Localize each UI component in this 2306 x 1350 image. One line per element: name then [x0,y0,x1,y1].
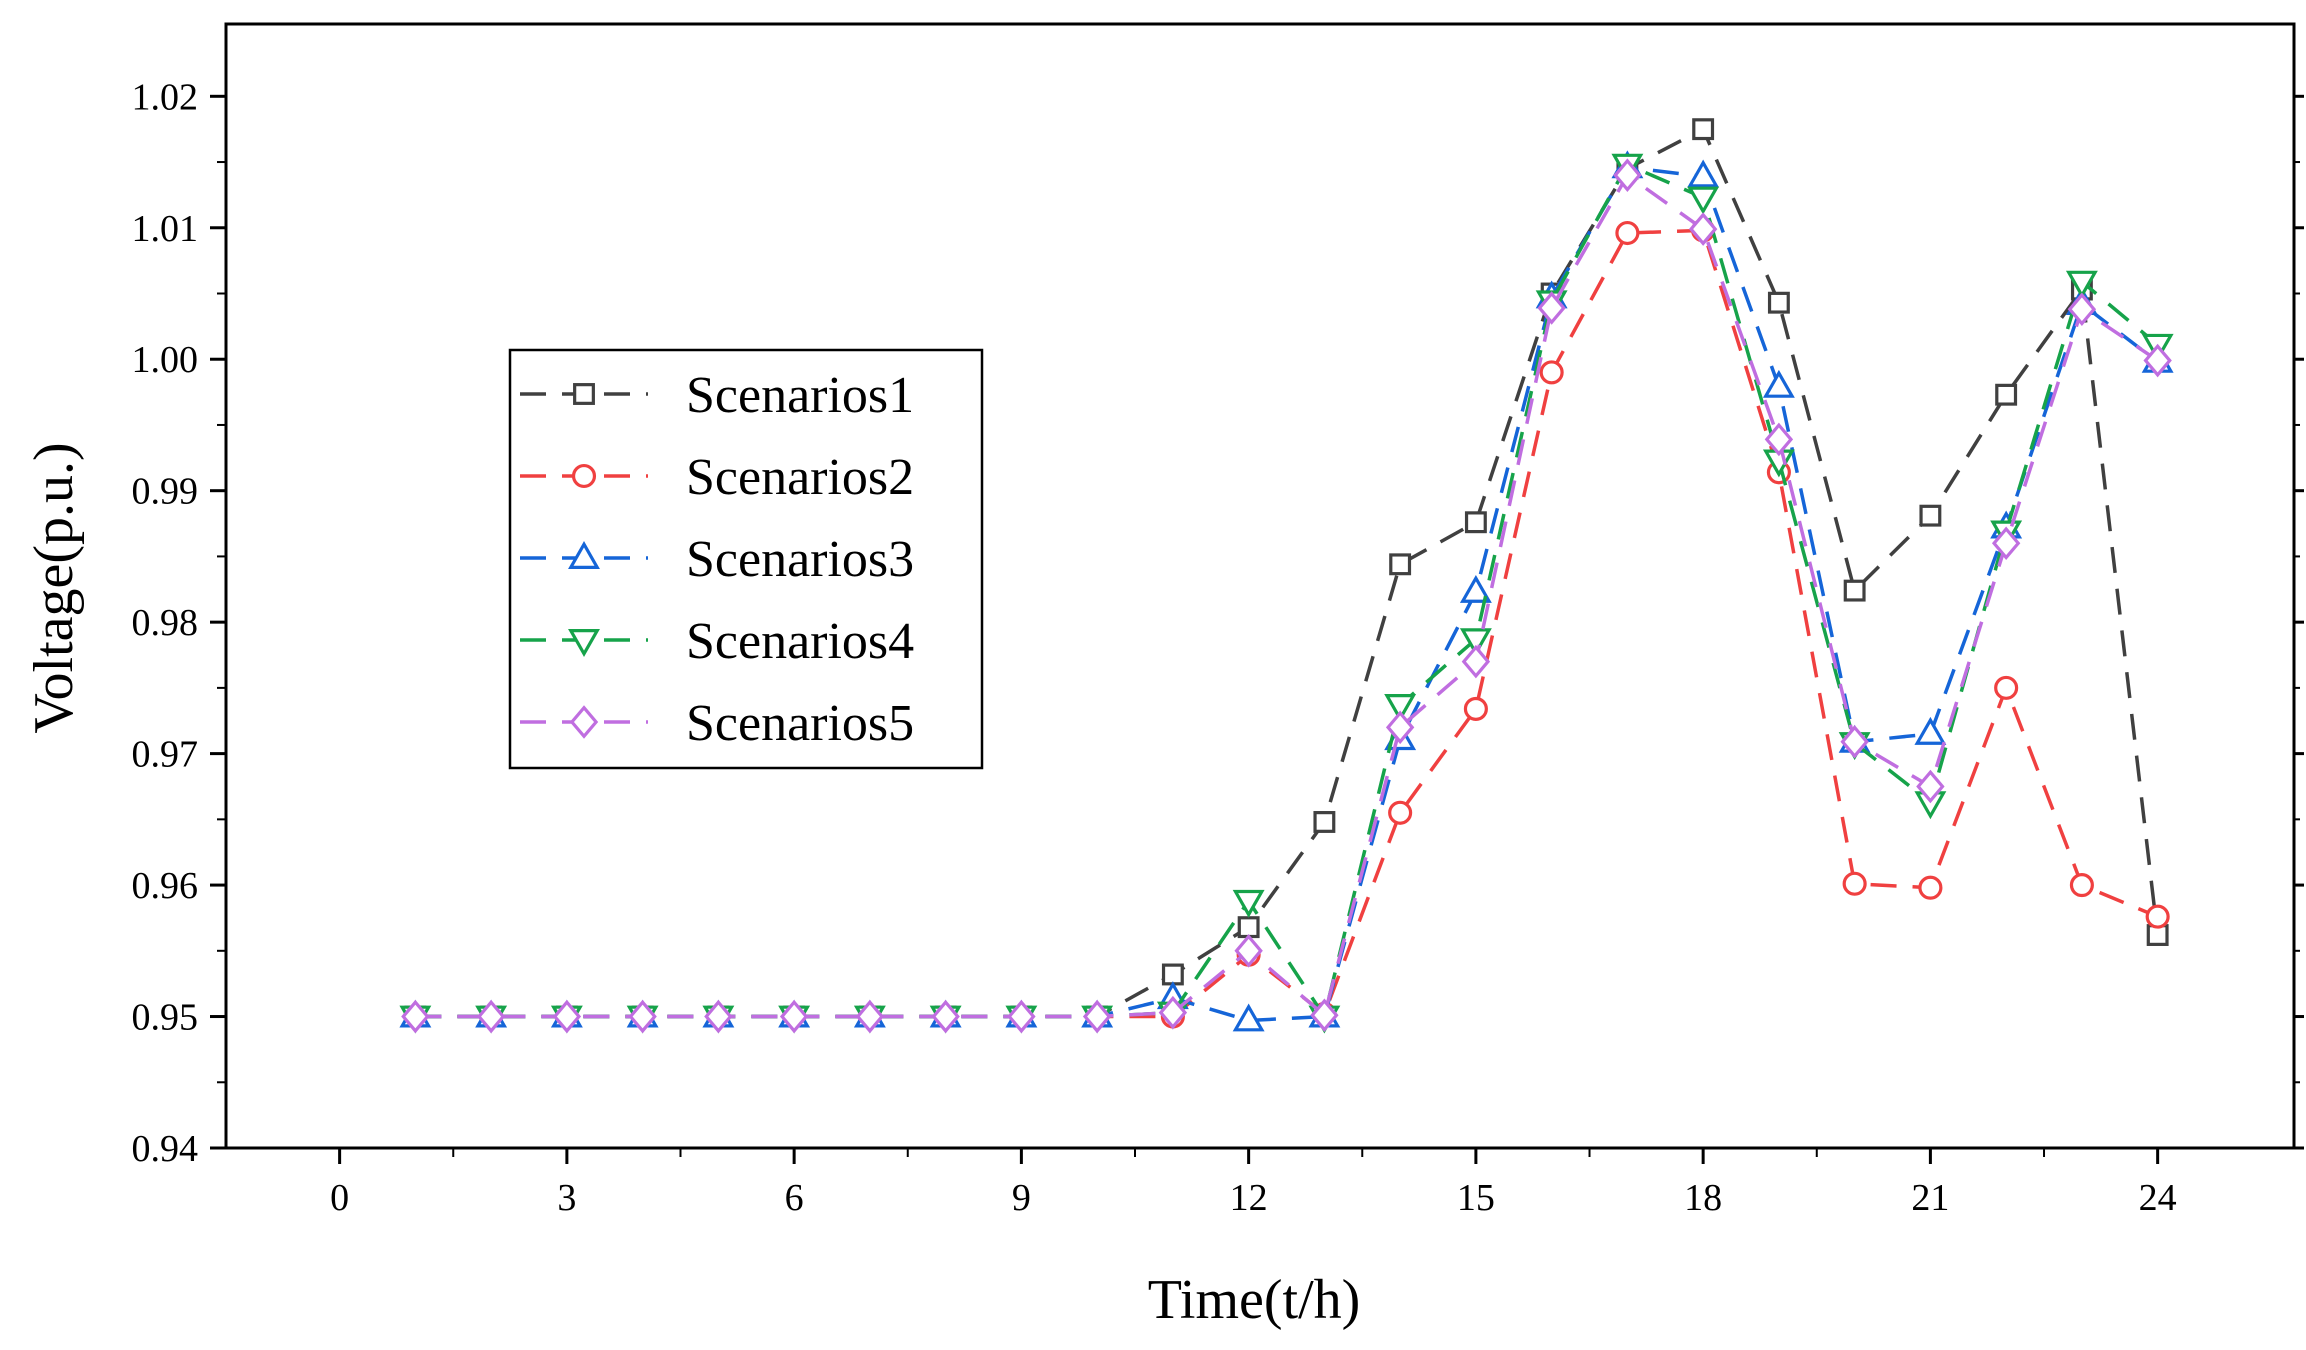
data-point [1991,526,2021,561]
data-point [931,999,960,1034]
data-point [1234,934,1263,968]
data-point [1914,716,1947,745]
legend-marker [568,629,600,657]
legend: Scenarios1 Scenarios2 Scenarios3 Scenarios4… [508,348,984,770]
data-point [1840,725,1869,759]
data-point [1463,696,1488,721]
y-tick-label: 1.00 [132,339,199,381]
data-point [1995,383,2018,406]
data-point [401,999,430,1034]
data-point [1688,212,1718,246]
legend-marker [571,463,597,489]
data-point [779,999,809,1034]
data-point [1385,710,1415,745]
x-tick-label: 0 [330,1177,349,1219]
legend-marker [568,541,600,569]
y-tick-label: 0.97 [132,734,199,776]
legend-item: Scenarios1 [520,367,914,424]
data-point [855,999,885,1034]
data-point [1687,186,1720,215]
data-point [2069,873,2094,898]
legend-label: Scenarios2 [686,449,914,506]
data-point [628,999,657,1034]
x-tick-label: 24 [2139,1177,2177,1219]
data-point [1310,998,1339,1033]
y-tick-label: 1.01 [132,208,199,250]
data-point [1537,291,1566,325]
data-point [1762,369,1795,398]
data-point [1232,1003,1265,1032]
data-point [1232,889,1265,918]
data-point [1918,875,1943,900]
data-point [2143,343,2172,378]
data-point [2065,270,2098,299]
y-tick-label: 0.94 [132,1128,199,1170]
x-tick-label: 12 [1230,1177,1268,1219]
legend-item: Scenarios2 [520,449,914,506]
legend-label: Scenarios4 [686,613,914,670]
plot-area-frame [224,22,2296,1150]
series-scenarios5 [401,158,2172,1034]
legend-item: Scenarios3 [520,531,914,588]
data-point [1459,574,1492,603]
data-point [552,999,582,1034]
y-tick-label: 0.98 [132,602,199,644]
data-point [1082,999,1112,1034]
x-tick-label: 18 [1684,1177,1722,1219]
x-tick-label: 9 [1012,1177,1031,1219]
y-tick-label: 0.99 [132,471,199,513]
data-point [1767,291,1790,314]
x-axis-title: Time(t/h) [1148,1269,1361,1331]
data-point [1237,916,1260,939]
data-point [1539,360,1564,385]
data-point [1687,159,1720,188]
x-tick-label: 21 [1911,1177,1949,1219]
data-point [1613,158,1642,192]
data-point [1919,504,1942,527]
data-point [1842,871,1867,896]
data-point [1843,579,1866,602]
legend-item: Scenarios4 [520,613,914,670]
data-point [1464,511,1487,534]
data-point [1764,422,1794,457]
data-point [1459,628,1492,657]
legend-marker [573,383,595,405]
x-tick-label: 15 [1457,1177,1495,1219]
data-point [1692,118,1715,141]
data-point [1388,800,1413,825]
x-tick-label: 3 [557,1177,576,1219]
data-point [1994,675,2019,700]
data-point [2145,904,2170,929]
data-point [1384,694,1417,722]
y-tick-label: 0.96 [132,865,199,907]
y-axis-title: Voltage(p.u.) [23,442,85,733]
data-point [476,999,506,1034]
series-line [415,173,2159,1019]
x-tick-label: 6 [785,1177,804,1219]
legend-label: Scenarios3 [686,531,914,588]
series-line [415,127,2160,1019]
data-point [1158,995,1188,1030]
data-point [1161,963,1184,986]
legend-label: Scenarios5 [686,695,914,752]
legend-marker [569,705,599,739]
data-point [1007,999,1036,1034]
data-point [1461,644,1491,679]
data-point [1615,220,1640,246]
data-point [2067,292,2097,327]
data-point [704,999,733,1034]
legend-item: Scenarios5 [520,695,914,752]
y-tick-label: 0.95 [132,997,199,1039]
legend-label: Scenarios1 [686,367,914,424]
series-line [415,162,2159,1019]
y-tick-label: 1.02 [132,76,199,118]
data-point [1389,553,1412,576]
data-point [1916,769,1945,804]
data-point [1313,811,1336,833]
